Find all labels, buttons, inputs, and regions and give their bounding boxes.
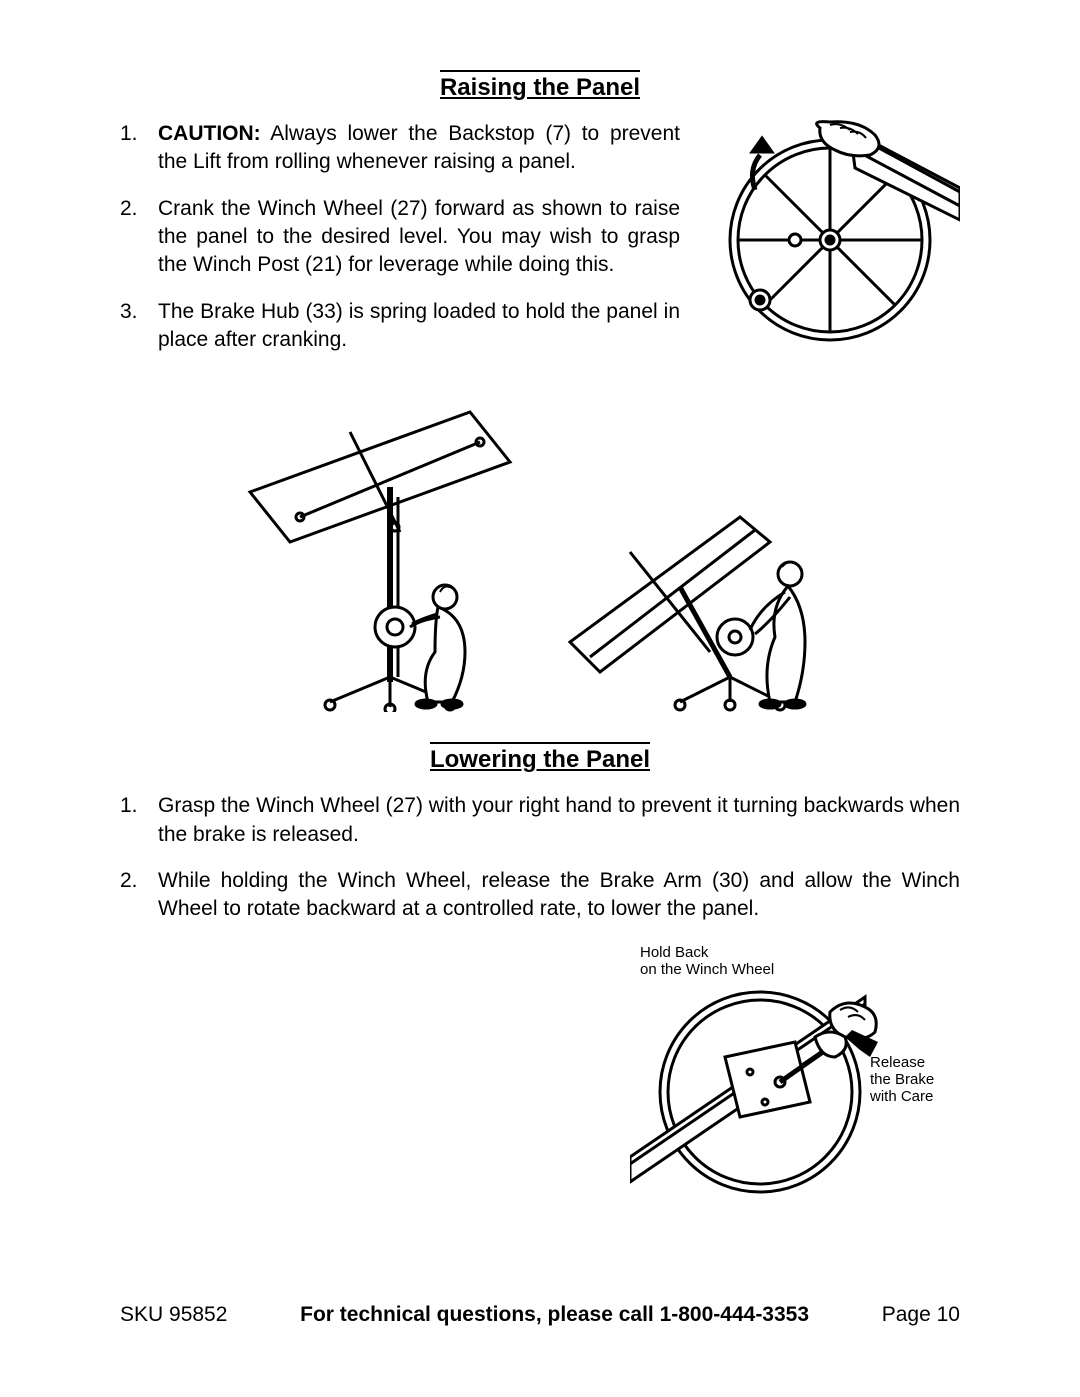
section1-row: 1. CAUTION: Always lower the Backstop (7… [120, 120, 960, 372]
step-2: 2. While holding the Winch Wheel, releas… [120, 867, 960, 924]
step-body: CAUTION: Always lower the Backstop (7) t… [158, 120, 680, 177]
step-num: 1. [120, 792, 158, 849]
figure4-wrap: Hold Back on the Winch Wheel Release the… [120, 942, 960, 1202]
section2-steps: 1. Grasp the Winch Wheel (27) with your … [120, 792, 960, 923]
step-body: While holding the Winch Wheel, release t… [158, 867, 960, 924]
middle-figures [120, 402, 960, 712]
lift-overhead-icon [240, 402, 530, 712]
section1-title-wrap: Raising the Panel [120, 70, 960, 102]
page: Raising the Panel 1. CAUTION: Always low… [0, 0, 1080, 1397]
lift-wall-icon [560, 512, 840, 712]
step-body: Crank the Winch Wheel (27) forward as sh… [158, 195, 680, 280]
step-num: 3. [120, 298, 158, 355]
figure-lowering: Hold Back on the Winch Wheel Release the… [630, 942, 960, 1202]
step-body: Grasp the Winch Wheel (27) with your rig… [158, 792, 960, 849]
step-1: 1. CAUTION: Always lower the Backstop (7… [120, 120, 680, 177]
fig4-label3: Release [870, 1054, 925, 1071]
step-num: 2. [120, 867, 158, 924]
fig4-label5: with Care [869, 1088, 933, 1105]
footer-page: Page 10 [882, 1303, 960, 1327]
fig4-label4: the Brake [870, 1071, 934, 1088]
footer-sku: SKU 95852 [120, 1303, 227, 1327]
step-1: 1. Grasp the Winch Wheel (27) with your … [120, 792, 960, 849]
lowering-icon: Hold Back on the Winch Wheel Release the… [630, 942, 960, 1202]
fig4-label1: Hold Back [640, 944, 709, 961]
step-num: 2. [120, 195, 158, 280]
caution-label: CAUTION: [158, 122, 261, 145]
figure-winch-crank [700, 120, 960, 350]
section1-title: Raising the Panel [440, 70, 640, 102]
winch-crank-icon [700, 120, 960, 350]
figure-lift-wall [560, 512, 840, 712]
section2-title-wrap: Lowering the Panel [120, 742, 960, 774]
step-num: 1. [120, 120, 158, 177]
section2-title: Lowering the Panel [430, 742, 650, 774]
step-3: 3. The Brake Hub (33) is spring loaded t… [120, 298, 680, 355]
step-body: The Brake Hub (33) is spring loaded to h… [158, 298, 680, 355]
figure-lift-overhead [240, 402, 530, 712]
footer: SKU 95852 For technical questions, pleas… [120, 1303, 960, 1327]
step-2: 2. Crank the Winch Wheel (27) forward as… [120, 195, 680, 280]
footer-center: For technical questions, please call 1-8… [300, 1303, 809, 1327]
fig4-label2: on the Winch Wheel [640, 961, 774, 978]
section1-steps: 1. CAUTION: Always lower the Backstop (7… [120, 120, 680, 372]
